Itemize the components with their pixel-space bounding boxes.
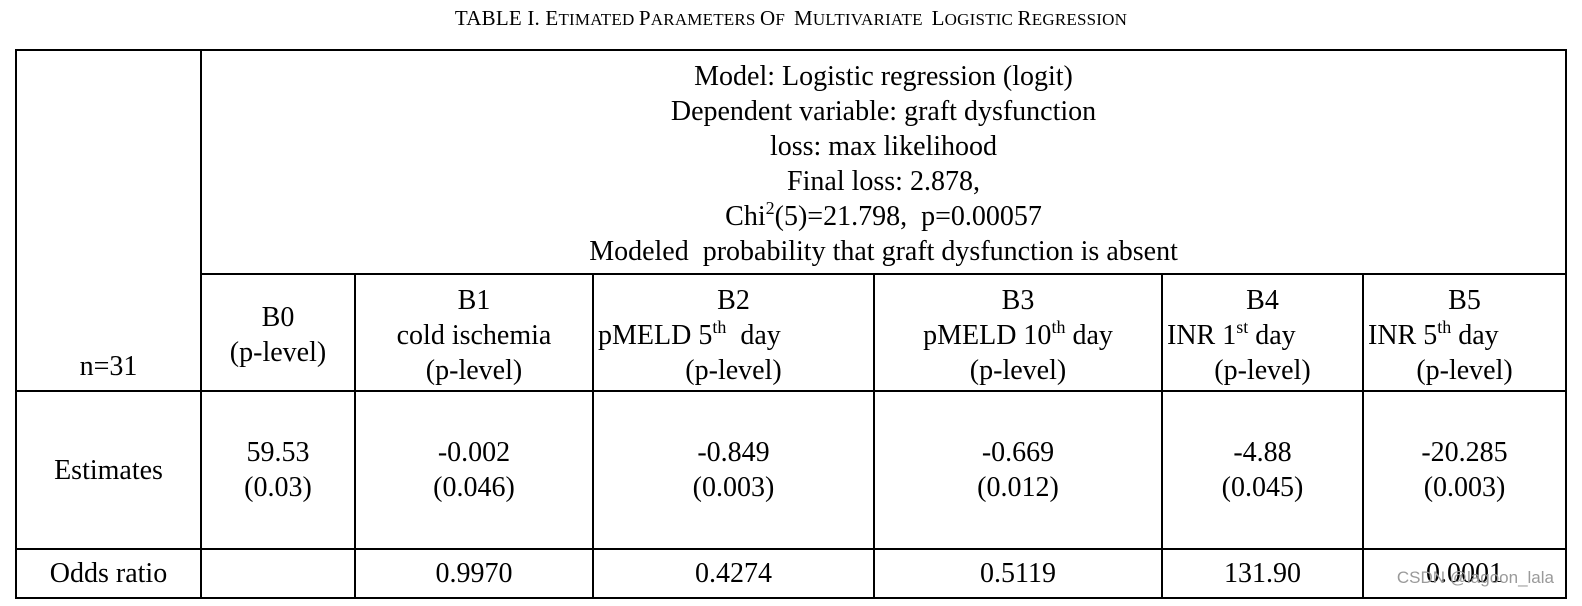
caption-prefix: TABLE I. E bbox=[454, 6, 559, 30]
caption-word-rest: ARAMETERS bbox=[650, 10, 761, 29]
odds-cell-b4: 131.90 bbox=[1161, 548, 1364, 599]
header-sub: (p-level) bbox=[1416, 355, 1513, 386]
loss-line: loss: max likelihood bbox=[769, 131, 998, 162]
estimate-p-level: (0.003) bbox=[692, 472, 775, 503]
estimate-cell-b0: 59.53 (0.03) bbox=[200, 390, 356, 550]
header-code: B2 bbox=[717, 285, 750, 316]
model-description-cell: Model: Logistic regression (logit) Depen… bbox=[199, 49, 1568, 275]
caption-word-initial: P bbox=[638, 6, 651, 30]
estimate-cell-b3: -0.669 (0.012) bbox=[873, 390, 1163, 550]
estimate-p-level: (0.045) bbox=[1221, 472, 1304, 503]
header-name-part: INR 5 bbox=[1368, 320, 1438, 351]
header-code: B4 bbox=[1246, 285, 1279, 316]
sample-size-cell: n=31 bbox=[15, 49, 202, 392]
header-sub: (p-level) bbox=[1214, 355, 1311, 386]
header-name-part: INR 1 bbox=[1167, 320, 1237, 351]
header-code: B0 bbox=[261, 302, 295, 333]
estimate-value: -4.88 bbox=[1233, 437, 1292, 468]
estimate-value: -20.285 bbox=[1421, 437, 1508, 468]
header-b5: B5 INR 5th day (p-level) bbox=[1361, 273, 1568, 392]
odds-cell-b3: 0.5119 bbox=[873, 548, 1163, 599]
header-b1: B1 cold ischemia (p-level) bbox=[354, 273, 594, 392]
modeled-probability-line: Modeled probability that graft dysfuncti… bbox=[589, 236, 1178, 267]
sample-size-label: n=31 bbox=[79, 351, 138, 382]
header-code: B5 bbox=[1448, 285, 1481, 316]
estimate-cell-b4: -4.88 (0.045) bbox=[1161, 390, 1364, 550]
chi-superscript: 2 bbox=[765, 198, 775, 218]
odds-value: 0.5119 bbox=[980, 558, 1056, 589]
header-b4: B4 INR 1st day (p-level) bbox=[1161, 273, 1364, 392]
dependent-variable-line: Dependent variable: graft dysfunction bbox=[670, 96, 1097, 127]
caption-word-rest: ULTIVARIATE bbox=[812, 10, 932, 29]
header-code: B3 bbox=[1001, 285, 1035, 316]
header-name: pMELD 10th day bbox=[875, 318, 1161, 353]
header-b3: B3 pMELD 10th day (p-level) bbox=[873, 273, 1163, 392]
odds-cell-b2: 0.4274 bbox=[592, 548, 875, 599]
header-sub: (p-level) bbox=[969, 355, 1067, 386]
chi-value: (5)=21.798, p=0.00057 bbox=[774, 201, 1042, 232]
estimate-value: -0.669 bbox=[981, 437, 1055, 468]
header-name-part: day bbox=[1065, 320, 1113, 351]
caption-word-initial: O bbox=[760, 6, 776, 30]
estimate-p-level: (0.012) bbox=[977, 472, 1059, 503]
chi-label: Chi bbox=[725, 201, 766, 232]
chi-square-line: Chi2(5)=21.798, p=0.00057 bbox=[202, 199, 1565, 234]
estimate-cell-b5: -20.285 (0.003) bbox=[1361, 390, 1568, 550]
caption-word-rest: F bbox=[775, 10, 794, 29]
header-name: INR 1st day bbox=[1163, 318, 1362, 353]
header-sub: (p-level) bbox=[229, 337, 327, 368]
estimates-row: Estimates 59.53 (0.03) -0.002 (0.046) -0… bbox=[15, 390, 1568, 550]
odds-value: 131.90 bbox=[1224, 558, 1301, 589]
header-name: pMELD 5th day bbox=[594, 318, 873, 353]
estimate-p-level: (0.046) bbox=[433, 472, 515, 503]
header-name: INR 5th day bbox=[1364, 318, 1565, 353]
ordinal-suffix: th bbox=[1051, 317, 1066, 337]
header-b0: B0 (p-level) bbox=[200, 273, 356, 392]
caption-word-initial: M bbox=[793, 6, 813, 30]
caption-word-rest: OGISTIC bbox=[944, 10, 1018, 29]
header-name-part: day bbox=[726, 320, 781, 351]
caption-word-rest: EGRESSION bbox=[1031, 10, 1128, 29]
estimate-value: -0.849 bbox=[697, 437, 770, 468]
watermark: CSDN @lagoon_lala bbox=[1396, 568, 1554, 587]
model-row: n=31 Model: Logistic regression (logit) … bbox=[15, 49, 1568, 392]
header-name-part: pMELD 10 bbox=[923, 320, 1052, 351]
odds-ratio-row: Odds ratio 0.9970 0.4274 0.5119 131.90 0… bbox=[15, 548, 1568, 599]
ordinal-suffix: st bbox=[1236, 317, 1249, 337]
caption-word-rest: TIMATED bbox=[558, 10, 639, 29]
ordinal-suffix: th bbox=[712, 317, 727, 337]
header-row: B0 (p-level) B1 cold ischemia (p-level) … bbox=[16, 273, 1568, 392]
estimate-value: -0.002 bbox=[437, 437, 511, 468]
header-name: cold ischemia bbox=[396, 320, 552, 351]
odds-value: 0.9970 bbox=[435, 558, 513, 589]
regression-table: n=31 Model: Logistic regression (logit) … bbox=[15, 49, 1568, 599]
model-line: Model: Logistic regression (logit) bbox=[694, 61, 1073, 92]
caption-word-initial: R bbox=[1017, 6, 1032, 30]
row-label: Odds ratio bbox=[49, 558, 168, 589]
header-code: B1 bbox=[457, 285, 491, 316]
odds-cell-b0 bbox=[200, 548, 356, 599]
odds-cell-b5: 0.0001 bbox=[1361, 548, 1568, 599]
odds-cell-b1: 0.9970 bbox=[354, 548, 594, 599]
header-name-part: day bbox=[1248, 320, 1296, 351]
row-label-estimates: Estimates bbox=[15, 390, 202, 550]
header-b2: B2 pMELD 5th day (p-level) bbox=[592, 273, 875, 392]
ordinal-suffix: th bbox=[1437, 317, 1452, 337]
caption-word-initial: L bbox=[931, 6, 945, 30]
table-caption: TABLE I. ETIMATED PARAMETERS OF MULTIVAR… bbox=[0, 6, 1582, 31]
estimate-cell-b1: -0.002 (0.046) bbox=[354, 390, 594, 550]
header-name-part: pMELD 5 bbox=[598, 320, 713, 351]
row-label-odds-ratio: Odds ratio bbox=[15, 548, 202, 599]
header-sub: (p-level) bbox=[425, 355, 523, 386]
header-sub: (p-level) bbox=[685, 355, 782, 386]
estimate-cell-b2: -0.849 (0.003) bbox=[592, 390, 875, 550]
estimate-p-level: (0.003) bbox=[1423, 472, 1506, 503]
estimate-p-level: (0.03) bbox=[244, 472, 312, 503]
odds-value: 0.0001 bbox=[1426, 558, 1504, 589]
row-label: Estimates bbox=[54, 454, 163, 486]
estimate-value: 59.53 bbox=[246, 437, 310, 468]
final-loss-line: Final loss: 2.878, bbox=[787, 166, 980, 197]
header-name-part: day bbox=[1451, 320, 1499, 351]
odds-value: 0.4274 bbox=[695, 558, 772, 589]
